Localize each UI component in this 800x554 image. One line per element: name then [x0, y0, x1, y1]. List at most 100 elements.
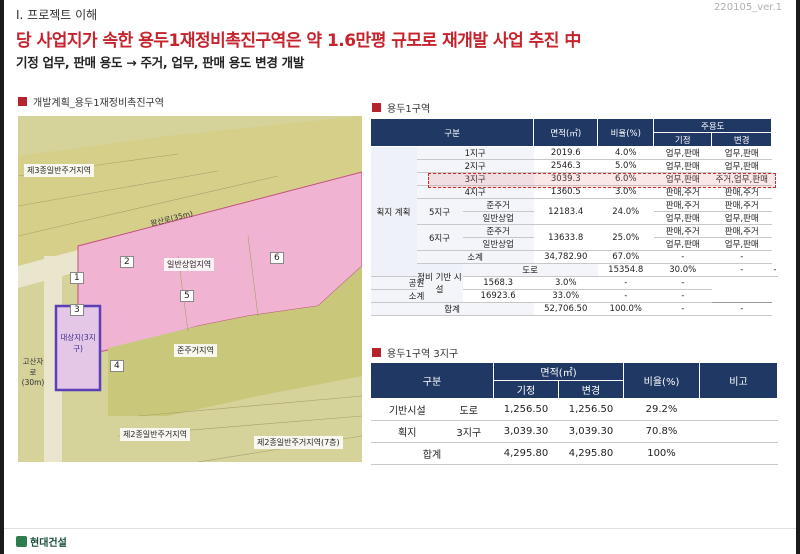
- gosan-road-label: 고산자로(30m): [21, 357, 45, 387]
- table1-subheader-row: 기정 변경: [371, 132, 779, 147]
- row-existing: -: [653, 302, 712, 316]
- block-6-label: 6: [270, 252, 284, 264]
- row-area: 2546.3: [533, 159, 598, 173]
- table-row: 6지구 준주거 13633.8 25.0% 판매,주거 판매,주거: [371, 224, 779, 251]
- table2-header-row: 구분 면적(㎡) 비율(%) 비고: [370, 362, 778, 399]
- page-title: 당 사업지가 속한 용두1재정비촉진구역은 약 1.6만평 규모로 재개발 사업…: [16, 31, 581, 51]
- row-ratio: 29.2%: [623, 398, 700, 421]
- row-ratio: 33.0%: [533, 289, 598, 303]
- row-name: 4지구: [416, 185, 534, 199]
- row-name: 5지구: [416, 198, 463, 225]
- table2-title: 용두1구역 3지구: [372, 345, 458, 360]
- row-changed: 판매,주거: [711, 224, 772, 238]
- th-area: 면적(㎡): [533, 118, 599, 147]
- row-existing: 1,256.50: [493, 398, 559, 421]
- table-row: 기반시설 도로 1,256.50 1,256.50 29.2%: [370, 398, 778, 421]
- section-square-icon: [372, 103, 381, 112]
- row-existing: 판매,주거: [653, 198, 712, 212]
- row-existing: -: [653, 250, 712, 264]
- block-5-label: 5: [180, 290, 194, 302]
- row-changed: -: [653, 289, 712, 303]
- company-logo: 현대건설: [16, 534, 67, 549]
- row-ratio: 3.0%: [597, 185, 654, 199]
- row-area: 2019.6: [533, 146, 598, 160]
- row-name: 6지구: [416, 224, 463, 251]
- row-subname: 준주거: [462, 198, 534, 212]
- company-logo-text: 현대건설: [30, 538, 67, 549]
- row-note: [699, 442, 778, 465]
- row-cat: 획지: [370, 420, 444, 443]
- row-cat: 기반시설: [370, 398, 444, 421]
- table-row: 일반상업 업무,판매 업무,판매: [371, 237, 779, 251]
- map-drawing: [18, 116, 362, 462]
- map-block-title-text: 개발계획_용두1재정비촉진구역: [33, 98, 164, 109]
- row-changed: 판매,주거: [711, 185, 772, 199]
- row-area: 3039.3: [533, 172, 598, 186]
- th2-ratio: 비율(%): [623, 362, 700, 399]
- table-row: 5지구 준주거 12183.4 24.0% 판매,주거 판매,주거: [371, 198, 779, 225]
- row-changed: -: [711, 250, 772, 264]
- row-existing: 업무,판매: [653, 172, 712, 186]
- row-name: 2지구: [416, 159, 534, 173]
- table1-title: 용두1구역: [372, 100, 430, 115]
- row-ratio: 6.0%: [597, 172, 654, 186]
- version-label: 220105_ver.1: [714, 2, 782, 13]
- zone2-label: 제2종일반주거지역: [120, 428, 190, 441]
- table2-subheader-row: 기정 변경: [371, 380, 778, 399]
- row-name: 3지구: [416, 172, 534, 186]
- row-subname: 준주거: [462, 224, 534, 238]
- th2-area: 면적(㎡): [493, 362, 624, 381]
- row-sub: 3지구: [444, 420, 494, 443]
- row-changed: -: [653, 276, 712, 290]
- table-row-subtotal: 소계 16923.6 33.0% - -: [370, 289, 779, 303]
- row-subname: 일반상업: [462, 237, 534, 251]
- row-changed: 업무,판매: [711, 237, 772, 251]
- th-changed: 변경: [711, 132, 773, 147]
- block-1-label: 1: [70, 272, 84, 284]
- page-subtitle: 기정 업무, 판매 용도 → 주거, 업무, 판매 용도 변경 개발: [16, 55, 305, 70]
- row-changed: 업무,판매: [711, 211, 772, 225]
- table-row: 획지 3지구 3,039.30 3,039.30 70.8%: [370, 420, 778, 443]
- row-changed: 업무,판매: [711, 146, 772, 160]
- row-changed: 업무,판매: [711, 159, 772, 173]
- row-existing: -: [597, 276, 654, 290]
- th2-existing: 기정: [493, 380, 559, 399]
- row-area: 15354.8: [597, 263, 654, 277]
- row-existing: 4,295.80: [493, 442, 559, 465]
- row-subname: 일반상업: [462, 211, 534, 225]
- zone3-label: 제3종일반주거지역: [24, 164, 94, 177]
- row-changed: -: [771, 263, 778, 277]
- section-square-icon: [18, 97, 27, 106]
- row-existing: 업무,판매: [653, 211, 712, 225]
- row-area: 34,782.90: [533, 250, 598, 264]
- row-changed: 3,039.30: [558, 420, 624, 443]
- row-ratio: 67.0%: [597, 250, 654, 264]
- row-existing: 판매,주거: [653, 185, 712, 199]
- row-ratio: 70.8%: [623, 420, 700, 443]
- row-ratio: 24.0%: [597, 198, 654, 225]
- block-2-label: 2: [120, 256, 134, 268]
- table1-title-text: 용두1구역: [387, 104, 431, 115]
- row-existing: -: [597, 289, 654, 303]
- table1-header-row: 구분 면적(㎡) 비율(%) 주용도: [369, 118, 779, 147]
- table-row-total: 합계 52,706.50 100.0% - -: [370, 302, 779, 316]
- row-area: 1568.3: [462, 276, 534, 290]
- row-area: 1360.5: [533, 185, 598, 199]
- row-existing: 판매,주거: [653, 224, 712, 238]
- table-row-total: 합계 4,295.80 4,295.80 100%: [370, 442, 778, 465]
- row-name: 합계: [370, 302, 534, 316]
- table-row: 일반상업 업무,판매 업무,판매: [371, 211, 779, 225]
- th2-note: 비고: [699, 362, 778, 399]
- row-note: [699, 420, 778, 443]
- table2-title-text: 용두1구역 3지구: [387, 349, 459, 360]
- th2-category: 구분: [370, 362, 494, 399]
- block-4-label: 4: [110, 360, 124, 372]
- section-square-icon: [372, 348, 381, 357]
- row-sub: 도로: [444, 398, 494, 421]
- section-title: Ⅰ. 프로젝트 이해: [16, 8, 98, 22]
- row-ratio: 25.0%: [597, 224, 654, 251]
- zone3-area: [18, 116, 362, 266]
- row-cat: 합계: [370, 442, 494, 465]
- row-changed: -: [711, 302, 772, 316]
- map-block-title: 개발계획_용두1재정비촉진구역: [18, 94, 164, 109]
